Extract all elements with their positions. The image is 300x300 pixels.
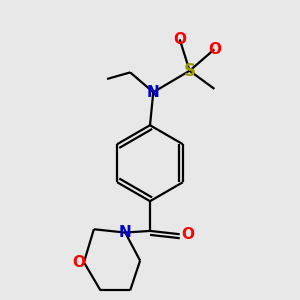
Text: O: O xyxy=(182,227,194,242)
Text: O: O xyxy=(73,255,85,270)
Text: O: O xyxy=(173,32,186,47)
Text: S: S xyxy=(184,62,196,80)
Text: O: O xyxy=(208,42,221,57)
Text: N: N xyxy=(119,225,132,240)
Text: N: N xyxy=(147,85,160,100)
